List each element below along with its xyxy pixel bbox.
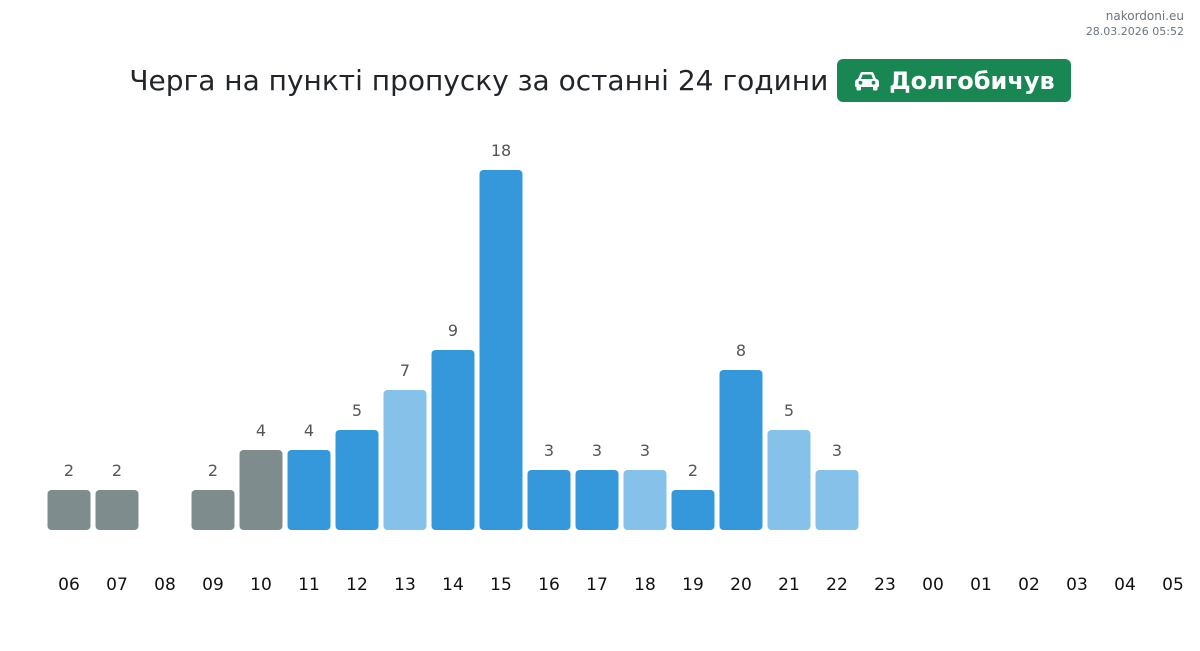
value-label-10: 4	[256, 421, 266, 440]
value-label-13: 7	[400, 361, 410, 380]
x-tick-01: 01	[970, 575, 992, 595]
bar-07[interactable]	[95, 490, 139, 530]
x-tick-23: 23	[874, 575, 896, 595]
x-tick-07: 07	[106, 575, 128, 595]
bar-22[interactable]	[815, 470, 859, 530]
brand-block: nakordoni.eu 28.03.2026 05:52	[1086, 8, 1184, 40]
x-tick-16: 16	[538, 575, 560, 595]
bar-19[interactable]	[671, 490, 715, 530]
x-tick-14: 14	[442, 575, 464, 595]
site-name: nakordoni.eu	[1105, 9, 1184, 23]
bar-20[interactable]	[719, 370, 763, 530]
x-tick-08: 08	[154, 575, 176, 595]
x-tick-22: 22	[826, 575, 848, 595]
x-tick-09: 09	[202, 575, 224, 595]
x-tick-06: 06	[58, 575, 80, 595]
value-label-22: 3	[832, 441, 842, 460]
value-label-11: 4	[304, 421, 314, 440]
bar-16[interactable]	[527, 470, 571, 530]
chart-title: Черга на пункті пропуску за останні 24 г…	[129, 64, 829, 97]
bar-10[interactable]	[239, 450, 283, 530]
value-label-12: 5	[352, 401, 362, 420]
bar-15[interactable]	[479, 170, 523, 530]
x-tick-17: 17	[586, 575, 608, 595]
x-tick-11: 11	[298, 575, 320, 595]
value-label-17: 3	[592, 441, 602, 460]
x-tick-20: 20	[730, 575, 752, 595]
value-label-14: 9	[448, 321, 458, 340]
x-tick-18: 18	[634, 575, 656, 595]
car-icon	[855, 71, 880, 90]
x-tick-05: 05	[1162, 575, 1184, 595]
value-label-19: 2	[688, 461, 698, 480]
value-label-09: 2	[208, 461, 218, 480]
value-label-20: 8	[736, 341, 746, 360]
bar-18[interactable]	[623, 470, 667, 530]
x-tick-04: 04	[1114, 575, 1136, 595]
value-label-07: 2	[112, 461, 122, 480]
value-label-15: 18	[491, 141, 511, 160]
x-tick-21: 21	[778, 575, 800, 595]
value-label-21: 5	[784, 401, 794, 420]
x-tick-13: 13	[394, 575, 416, 595]
bar-21[interactable]	[767, 430, 811, 530]
value-label-18: 3	[640, 441, 650, 460]
x-tick-15: 15	[490, 575, 512, 595]
chart-header: Черга на пункті пропуску за останні 24 г…	[0, 59, 1200, 102]
bar-14[interactable]	[431, 350, 475, 530]
bar-17[interactable]	[575, 470, 619, 530]
value-label-16: 3	[544, 441, 554, 460]
checkpoint-name: Долгобичув	[889, 66, 1055, 95]
x-tick-12: 12	[346, 575, 368, 595]
x-tick-00: 00	[922, 575, 944, 595]
checkpoint-badge[interactable]: Долгобичув	[837, 59, 1071, 102]
bar-11[interactable]	[287, 450, 331, 530]
bar-13[interactable]	[383, 390, 427, 530]
value-label-06: 2	[64, 461, 74, 480]
x-tick-03: 03	[1066, 575, 1088, 595]
bar-06[interactable]	[47, 490, 91, 530]
x-tick-19: 19	[682, 575, 704, 595]
bar-12[interactable]	[335, 430, 379, 530]
x-tick-10: 10	[250, 575, 272, 595]
x-tick-02: 02	[1018, 575, 1040, 595]
bar-09[interactable]	[191, 490, 235, 530]
timestamp: 28.03.2026 05:52	[1085, 25, 1184, 38]
